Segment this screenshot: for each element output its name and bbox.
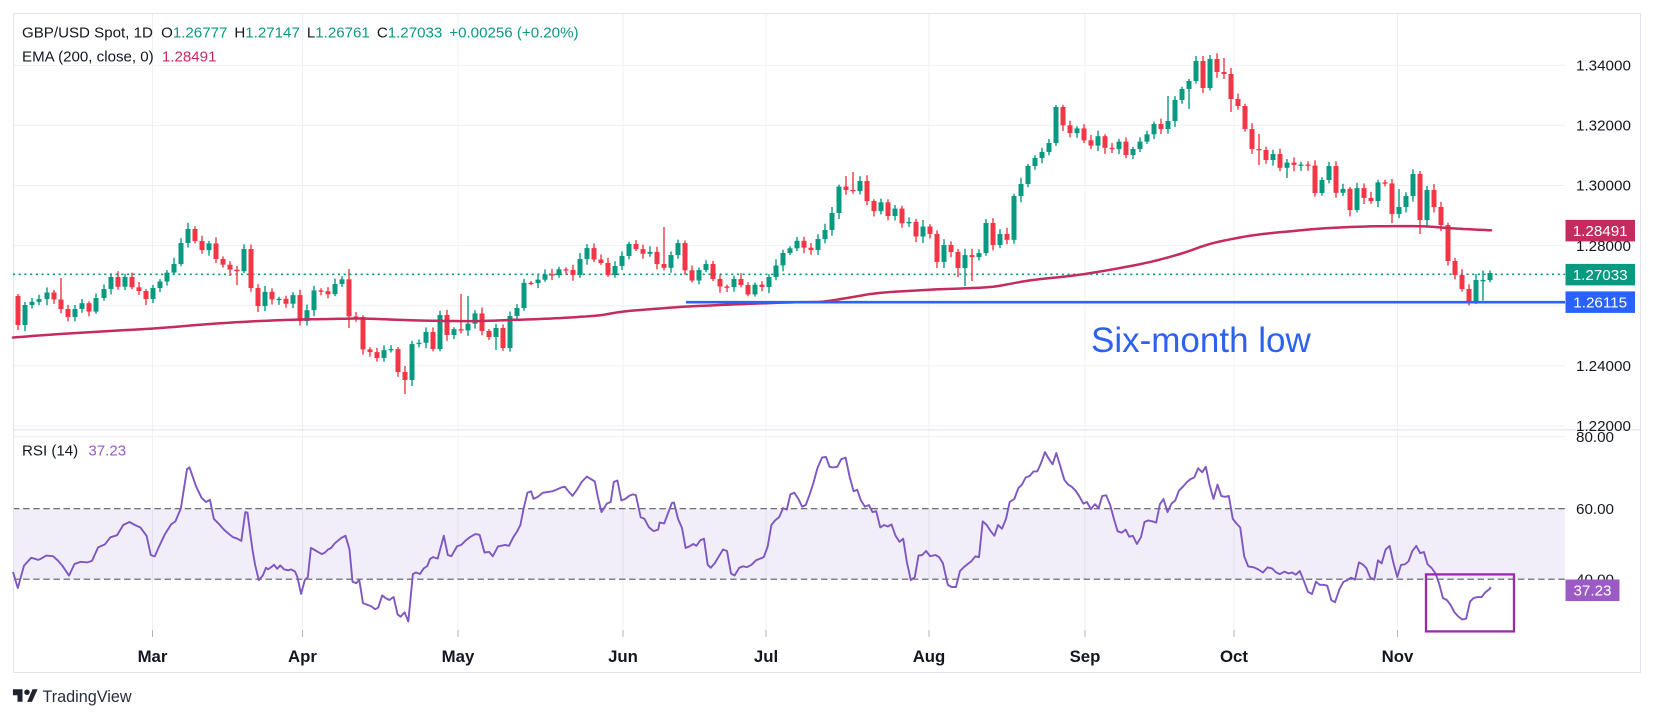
svg-text:EMA (200, close, 0) 1.28491: EMA (200, close, 0) 1.28491 [22, 49, 216, 66]
svg-text:1.30000: 1.30000 [1576, 178, 1631, 195]
svg-text:Six-month low: Six-month low [1091, 321, 1312, 360]
svg-text:1.22000: 1.22000 [1576, 418, 1631, 435]
svg-text:Aug: Aug [913, 647, 946, 666]
svg-text:1.34000: 1.34000 [1576, 58, 1631, 75]
svg-text:1.24000: 1.24000 [1576, 358, 1631, 375]
svg-text:May: May [442, 647, 475, 666]
svg-text:1.28491: 1.28491 [1573, 223, 1628, 240]
svg-text:1.26115: 1.26115 [1573, 294, 1627, 311]
svg-text:TradingView: TradingView [43, 688, 132, 706]
svg-text:RSI (14) 37.23: RSI (14) 37.23 [22, 443, 126, 460]
svg-text:80.00: 80.00 [1576, 429, 1614, 446]
svg-text:Apr: Apr [288, 647, 317, 666]
svg-text:37.23: 37.23 [1573, 583, 1611, 600]
svg-text:Nov: Nov [1382, 647, 1414, 666]
svg-text:1.32000: 1.32000 [1576, 118, 1631, 135]
svg-text:Oct: Oct [1220, 647, 1248, 666]
svg-text:Jun: Jun [608, 647, 638, 666]
svg-text:1.27033: 1.27033 [1573, 267, 1628, 284]
svg-text:Sep: Sep [1070, 647, 1101, 666]
svg-text:Jul: Jul [754, 647, 778, 666]
svg-text:1.28000: 1.28000 [1576, 238, 1631, 255]
svg-text:Mar: Mar [138, 647, 168, 666]
svg-text:60.00: 60.00 [1576, 501, 1614, 518]
